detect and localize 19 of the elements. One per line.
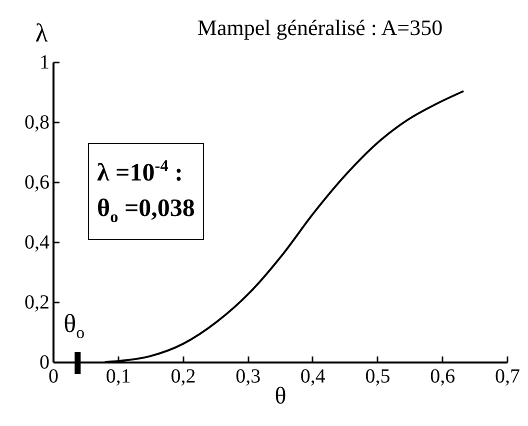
chart-title: Mampel généralisé : A=350 — [196, 14, 444, 42]
y-tick-label: 1 — [40, 52, 50, 74]
x-tick-label: 0,6 — [430, 366, 456, 388]
y-tick-label: 0,6 — [24, 172, 50, 194]
y-axis-title: λ — [35, 18, 48, 48]
y-tick-label: 0,8 — [24, 112, 50, 134]
y-tick-label: 0,2 — [24, 292, 50, 314]
x-tick-label: 0,5 — [365, 366, 390, 388]
annotation: λ =10$^{-4}$ : — [97, 157, 183, 186]
x-tick-label: 0,4 — [300, 366, 326, 388]
x-tick-label: 0,2 — [170, 366, 196, 388]
y-tick-label: 0 — [40, 352, 50, 374]
x-axis-title: θ — [274, 384, 286, 410]
x-tick-label: 0,3 — [236, 366, 261, 388]
x-tick-label: 0,1 — [106, 366, 131, 388]
ref-line-label: θ$_{o}$ — [64, 308, 85, 344]
x-tick-label: 0,7 — [495, 366, 520, 388]
y-tick-label: 0,4 — [24, 232, 50, 254]
annotation: θ$_{o}$ =0,038 — [97, 195, 195, 226]
